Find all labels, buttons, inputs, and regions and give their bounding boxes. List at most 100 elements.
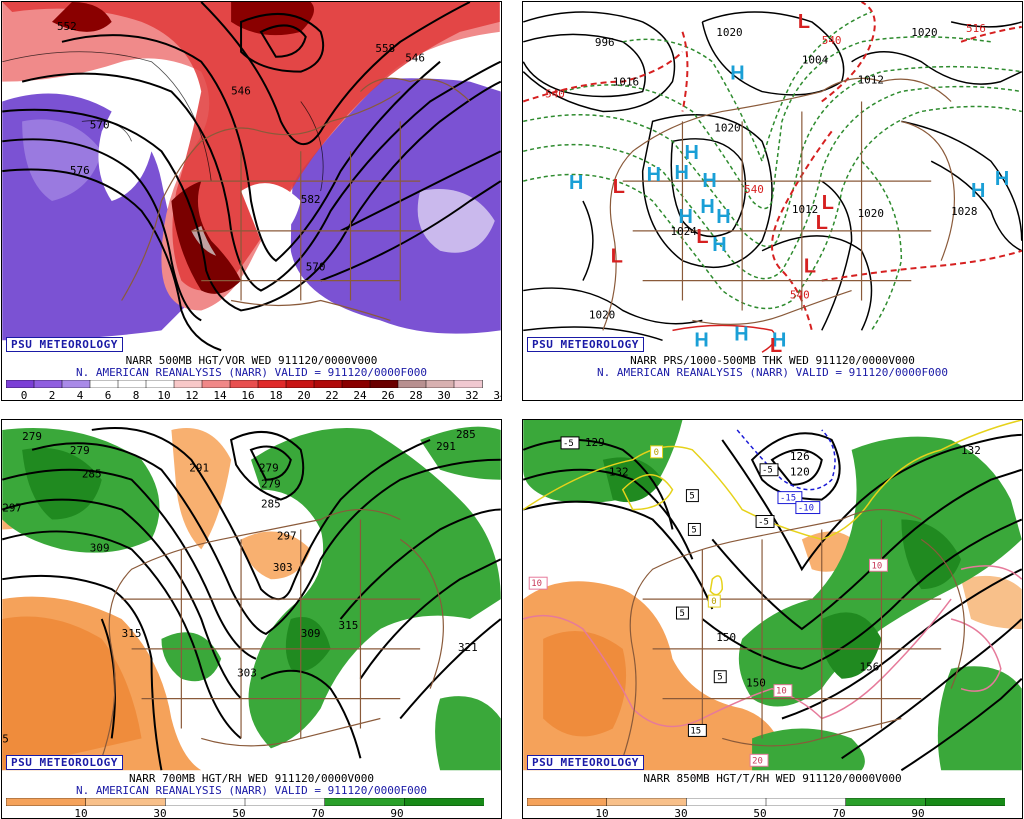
colorbar-swatch	[925, 798, 1005, 806]
colorbar-swatch	[453, 380, 483, 388]
temp-box: 0	[650, 445, 664, 459]
svg-text:10: 10	[776, 687, 787, 697]
colorbar-swatch	[61, 380, 91, 388]
contour-label: 558	[375, 42, 395, 55]
high-pressure-marker: H	[700, 196, 714, 218]
temp-box: -5	[560, 436, 580, 450]
contour-label: 570	[90, 118, 110, 131]
colorbar-swatch	[845, 798, 927, 806]
colorbar-ticks: 10 30 50 70 90	[523, 807, 1022, 819]
colorbar-tick-label: 34	[493, 389, 501, 401]
thickness-label: 540	[822, 34, 842, 47]
contour-label: 303	[237, 667, 257, 680]
colorbar-tick-label: 50	[232, 807, 246, 819]
isobar-label: 1004	[802, 54, 829, 67]
colorbar-rh	[527, 798, 1005, 806]
height-label: 126	[790, 450, 810, 463]
colorbar-tick-label: 0	[20, 389, 28, 401]
colorbar-swatch	[397, 380, 427, 388]
colorbar-vorticity	[6, 380, 483, 388]
high-pressure-marker: H	[647, 164, 661, 186]
psu-meteorology-badge: PSU METEOROLOGY	[6, 337, 123, 352]
isobar-label: 1016	[613, 76, 639, 89]
svg-text:-5: -5	[563, 439, 574, 449]
low-pressure-marker: L	[611, 246, 623, 268]
colorbar-swatch	[201, 380, 231, 388]
psu-meteorology-badge: PSU METEOROLOGY	[527, 337, 644, 352]
contour-label: 576	[70, 164, 90, 177]
colorbar-swatch	[165, 798, 246, 806]
colorbar-swatch	[6, 798, 87, 806]
high-pressure-marker: H	[678, 206, 692, 228]
contour-label: 279	[70, 444, 90, 457]
colorbar-tick-label: 30	[437, 389, 451, 401]
colorbar-swatch	[173, 380, 203, 388]
temp-box: -15	[777, 491, 803, 505]
colorbar-tick-label: 10	[157, 389, 171, 401]
colorbar-swatch	[257, 380, 287, 388]
high-pressure-marker: H	[734, 323, 748, 345]
low-pressure-marker: L	[696, 226, 708, 248]
colorbar-tick-label: 4	[76, 389, 84, 401]
contour-label: 315	[122, 627, 142, 640]
colorbar-tick-label: 22	[325, 389, 339, 401]
contour-label: 303	[273, 561, 293, 574]
temp-box: 15	[687, 723, 707, 737]
low-pressure-marker: L	[613, 176, 625, 198]
panel-500mb-vorticity: 552 570 576 546 570 582 558 546 PSU METE…	[1, 1, 502, 401]
colorbar-tick-label: 20	[297, 389, 311, 401]
caption-valid: N. AMERICAN REANALYSIS (NARR) VALID = 91…	[76, 784, 427, 797]
svg-text:15: 15	[690, 726, 701, 736]
contour-label: 285	[82, 468, 102, 481]
temp-box: -5	[755, 515, 775, 528]
caption-product: NARR 500MB HGT/VOR WED 911120/0000V000	[125, 354, 378, 367]
contour-label: 285	[261, 498, 281, 511]
isobar-label: 1024	[671, 225, 698, 238]
svg-text:-5: -5	[758, 517, 769, 527]
panel-850mb-temp-rh: 129 132 126 120 150 156 150 132 -5 5 5 -…	[522, 419, 1023, 819]
colorbar-tick-label: 2	[48, 389, 56, 401]
svg-text:10: 10	[531, 579, 542, 589]
colorbar-swatch	[324, 798, 406, 806]
high-pressure-marker: H	[702, 170, 716, 192]
colorbar-swatch	[145, 380, 175, 388]
colorbar-swatch	[686, 798, 767, 806]
svg-text:10: 10	[872, 561, 883, 571]
colorbar-tick-label: 8	[132, 389, 140, 401]
colorbar-swatch	[313, 380, 343, 388]
temp-box: 10	[528, 576, 548, 590]
contour-label: 315	[339, 619, 359, 632]
colorbar-tick-label: 70	[832, 807, 846, 819]
height-label: 132	[961, 444, 981, 457]
colorbar-tick-label: 18	[269, 389, 283, 401]
colorbar-tick-label: 30	[153, 807, 167, 819]
svg-text:-5: -5	[762, 466, 773, 476]
high-pressure-marker: H	[674, 162, 688, 184]
svg-text:20: 20	[752, 756, 763, 766]
psu-meteorology-badge: PSU METEOROLOGY	[527, 755, 644, 770]
contour-label: 309	[90, 541, 110, 554]
colorbar-tick-label: 70	[311, 807, 325, 819]
colorbar-ticks: 10 30 50 70 90	[2, 807, 501, 819]
contour-label: 5	[2, 732, 9, 745]
colorbar-tick-label: 32	[465, 389, 479, 401]
temp-box: 20	[749, 753, 769, 767]
colorbar-tick-label: 10	[74, 807, 88, 819]
colorbar-tick-label: 28	[409, 389, 423, 401]
height-label: 129	[585, 436, 605, 449]
temp-box: -5	[759, 463, 779, 477]
high-pressure-marker: H	[569, 172, 583, 194]
contour-label: 570	[306, 261, 326, 274]
map-500mb-vorticity: 552 570 576 546 570 582 558 546	[2, 2, 501, 353]
thickness-label: 540	[744, 183, 764, 196]
svg-text:-15: -15	[780, 494, 796, 504]
map-850mb-temp-rh: 129 132 126 120 150 156 150 132 -5 5 5 -…	[523, 420, 1022, 772]
caption-product: NARR PRS/1000-500MB THK WED 911120/0000V…	[630, 354, 915, 367]
height-label: 120	[790, 466, 810, 479]
map-pressure-thickness: 996 1020 1016 1004 1012 1020 1024 1012 1…	[523, 2, 1022, 357]
colorbar-swatch	[229, 380, 259, 388]
high-pressure-marker: H	[684, 142, 698, 164]
high-pressure-marker: H	[716, 206, 730, 228]
thickness-label: 516	[966, 22, 986, 35]
isobar-label: 1020	[716, 26, 742, 39]
